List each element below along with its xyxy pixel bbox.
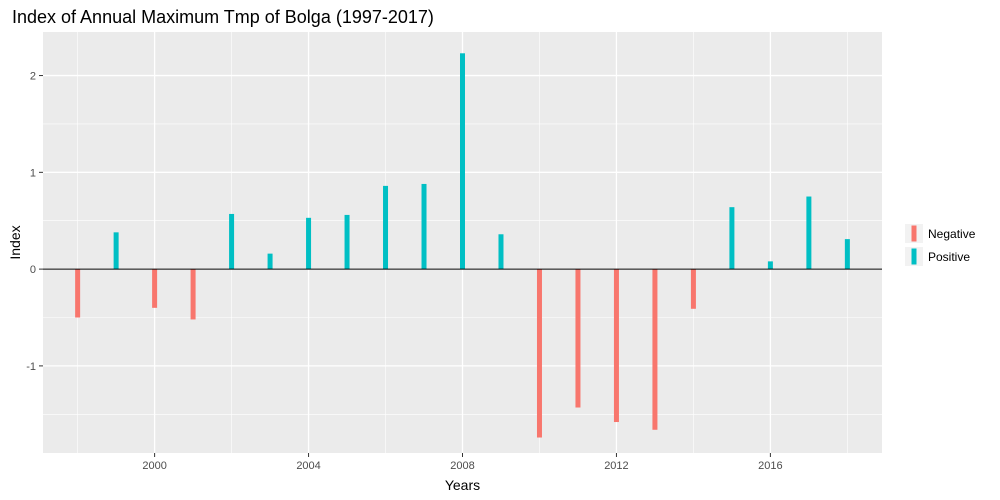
bars bbox=[75, 53, 850, 438]
x-tick-label: 2004 bbox=[296, 460, 320, 472]
bar-2001 bbox=[190, 269, 196, 320]
legend-key-negative bbox=[911, 225, 917, 242]
legend: Negative Positive bbox=[905, 224, 976, 266]
bar-2018 bbox=[844, 239, 850, 270]
x-tick-label: 2008 bbox=[450, 460, 474, 472]
bar-2012 bbox=[613, 269, 619, 423]
x-tick-label: 2016 bbox=[758, 460, 782, 472]
bar-1998 bbox=[75, 269, 81, 318]
bar-2003 bbox=[267, 253, 273, 270]
bar-2016 bbox=[767, 261, 773, 270]
x-axis: 2000 2004 2008 2012 2016 bbox=[142, 453, 783, 472]
bar-2010 bbox=[536, 269, 542, 438]
bar-2002 bbox=[229, 213, 235, 270]
legend-key-positive bbox=[911, 248, 917, 265]
bar-2005 bbox=[344, 214, 350, 270]
bar-2000 bbox=[152, 269, 158, 308]
bar-2007 bbox=[421, 183, 427, 270]
chart-title: Index of Annual Maximum Tmp of Bolga (19… bbox=[12, 7, 434, 27]
y-tick-label: 2 bbox=[30, 71, 36, 83]
bar-2015 bbox=[729, 207, 735, 270]
bar-2017 bbox=[806, 196, 812, 270]
y-tick-label: -1 bbox=[26, 361, 36, 373]
x-tick-label: 2012 bbox=[604, 460, 628, 472]
bar-2004 bbox=[306, 217, 312, 270]
legend-label-negative: Negative bbox=[928, 227, 976, 241]
bar-1999 bbox=[113, 232, 119, 270]
y-tick-label: 1 bbox=[30, 167, 36, 179]
bar-2008 bbox=[460, 53, 465, 270]
x-tick-label: 2000 bbox=[142, 460, 166, 472]
bar-2011 bbox=[575, 269, 581, 408]
y-tick-label: 0 bbox=[30, 264, 36, 276]
legend-label-positive: Positive bbox=[928, 250, 970, 264]
bar-2013 bbox=[652, 269, 658, 430]
x-axis-title: Years bbox=[445, 477, 480, 493]
bar-2009 bbox=[498, 234, 504, 270]
bar-2006 bbox=[383, 185, 389, 270]
bar-2014 bbox=[690, 269, 696, 309]
y-axis-title: Index bbox=[7, 225, 23, 259]
y-axis: -1 0 1 2 bbox=[26, 71, 43, 373]
